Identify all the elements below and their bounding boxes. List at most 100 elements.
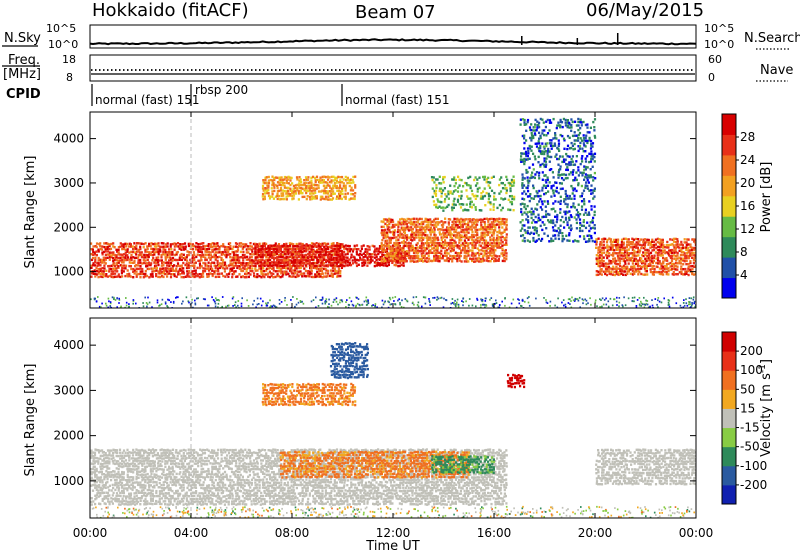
power-cell [112,273,114,275]
power-cell [266,251,268,253]
power-cell [166,270,168,272]
power-cell [249,242,251,244]
power-cell [531,172,533,174]
power-cell [536,129,538,131]
power-cell [435,193,437,195]
power-cell [415,234,417,236]
power-cell [641,244,643,246]
power-cell [446,259,448,261]
power-cell [215,270,217,272]
power-cell [240,268,242,270]
power-cell [484,187,486,189]
power-cell [427,221,429,223]
power-cell [303,256,305,258]
power-cell [117,265,119,267]
power-cell [147,248,149,250]
power-cell [305,192,307,194]
power-cell [94,257,96,259]
power-cell [166,264,168,266]
power-cell [653,241,655,243]
power-cell [469,249,471,251]
power-cell [377,262,379,264]
power-cell [628,262,630,264]
power-cell [245,276,247,278]
power-cell [322,250,324,252]
power-cell [675,249,677,251]
power-cell [522,234,524,236]
power-cell [162,242,164,244]
power-cell [545,192,547,194]
power-cell [256,256,258,258]
power-cell [601,259,603,261]
power-cell [520,119,522,121]
power-cell [402,227,404,229]
power-heatmap [90,118,697,309]
power-cell [308,256,310,258]
power-cell [449,185,451,187]
power-cell [100,275,102,277]
power-cell [482,195,484,197]
power-cell [470,187,472,189]
nsky-left-tick-top: 10^5 [46,22,76,35]
power-cell [647,304,649,306]
power-cell [376,256,378,258]
power-cell [242,262,244,264]
power-cell [558,139,560,141]
power-cell [467,198,469,200]
power-cell [588,181,590,183]
power-cell [451,206,453,208]
power-cell [323,262,325,264]
power-cell [633,239,635,241]
power-cell [489,223,491,225]
power-cell [235,270,237,272]
power-cell [264,265,266,267]
power-cell [552,219,554,221]
power-cell [552,208,554,210]
power-cell [616,297,618,299]
power-cell [527,147,529,149]
power-cell [237,254,239,256]
power-cell [195,269,197,271]
power-cell [584,150,586,152]
power-cell [383,237,385,239]
power-cell [392,249,394,251]
power-cell [121,270,123,272]
power-cell [560,225,562,227]
power-cell [680,271,682,273]
cpid-segment-3: normal (fast) 151 [345,93,449,107]
power-cell [682,263,684,265]
power-cell [372,256,374,258]
power-cell [442,189,444,191]
power-cell [327,248,329,250]
power-cell [639,265,641,267]
power-cell [615,260,617,262]
power-cell [249,259,251,261]
power-cell [366,297,368,299]
power-cell [545,181,547,183]
power-cell [510,190,512,192]
power-cell [428,226,430,228]
power-cell [632,243,634,245]
power-cell [563,148,565,150]
power-cell [300,267,302,269]
power-cell [530,232,532,234]
power-cell [461,190,463,192]
power-cell [619,302,621,304]
power-cell [644,246,646,248]
power-cell [662,254,664,256]
power-cell [473,204,475,206]
power-cell [404,229,406,231]
power-cell [298,245,300,247]
power-cell [493,203,495,205]
power-cell [141,243,143,245]
power-cell [218,303,220,305]
power-cell [146,275,148,277]
power-cell [168,259,170,261]
power-cell [121,265,123,267]
power-cell [224,262,226,264]
power-cell [305,176,307,178]
power-cell [382,221,384,223]
power-cell [459,184,461,186]
power-cell [155,251,157,253]
power-cell [691,268,693,270]
